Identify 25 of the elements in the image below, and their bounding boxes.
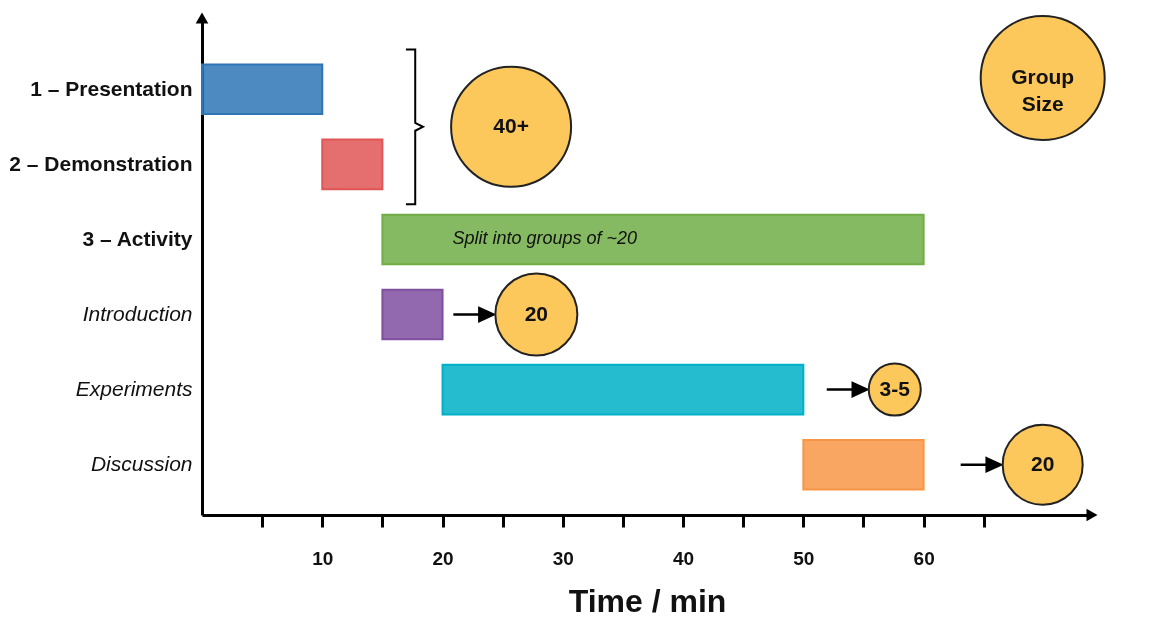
y-tick-label: 1 – Presentation (30, 76, 193, 100)
annotation: 3-5 (879, 376, 911, 400)
annotation: Group Size (1011, 65, 1075, 116)
annotation: 20 (524, 301, 549, 325)
y-tick-label: Discussion (90, 452, 193, 476)
x-tick-label: 50 (793, 547, 815, 569)
x-tick-label: 20 (432, 547, 454, 569)
bar (802, 438, 925, 491)
annotation: 20 (1031, 451, 1055, 475)
bar (381, 288, 444, 341)
annotation: 40+ (493, 113, 529, 137)
x-tick-label: 30 (552, 547, 574, 569)
y-tick-label: Experiments (75, 377, 193, 401)
x-tick-label: 40 (673, 547, 695, 569)
bar (201, 63, 324, 116)
bar (321, 138, 384, 191)
y-tick-label: Introduction (82, 302, 193, 326)
x-tick-label: 10 (312, 547, 334, 569)
y-tick-label: 3 – Activity (82, 226, 193, 250)
bar (381, 213, 925, 266)
y-tick-label: 2 – Demonstration (9, 151, 193, 175)
x-axis-title: Time / min (568, 582, 727, 619)
x-tick-label: 60 (913, 547, 935, 569)
annotation: Split into groups of ~20 (452, 228, 638, 249)
bar (441, 363, 805, 416)
